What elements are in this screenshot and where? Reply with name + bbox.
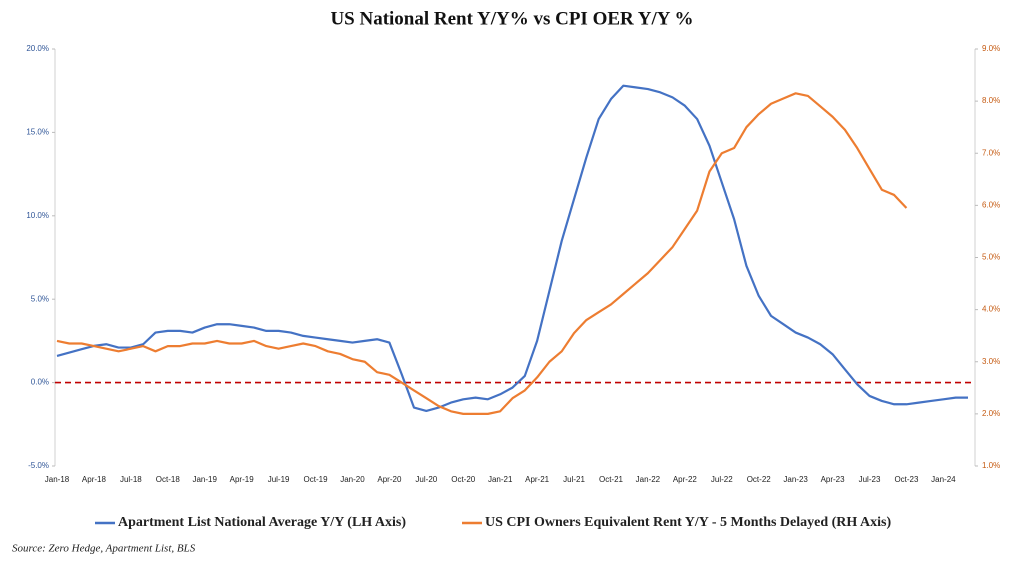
x-tick-label: Apr-22 [673,475,698,484]
series-line [56,84,968,413]
y2-tick-label: 5.0% [982,253,1000,262]
y-tick-label: -5.0% [28,461,49,470]
x-tick-label: Jul-22 [711,475,733,484]
x-tick-label: Oct-23 [894,475,919,484]
x-tick-label: Jan-24 [931,475,956,484]
y2-tick-label: 4.0% [982,305,1000,314]
y-tick-label: 15.0% [26,128,49,137]
x-tick-label: Jan-20 [340,475,365,484]
x-tick-label: Jul-23 [859,475,881,484]
x-tick-label: Jul-20 [415,475,437,484]
x-tick-label: Jul-19 [268,475,290,484]
y2-tick-label: 7.0% [982,148,1000,157]
y2-tick-label: 8.0% [982,96,1000,105]
x-tick-label: Jan-18 [45,475,70,484]
y-tick-label: 20.0% [26,44,49,53]
x-tick-label: Jan-19 [192,475,217,484]
x-tick-label: Jan-22 [636,475,661,484]
x-tick-label: Apr-18 [82,475,107,484]
x-tick-label: Jul-18 [120,475,142,484]
legend-label: Apartment List National Average Y/Y (LH … [118,515,406,530]
x-tick-label: Apr-21 [525,475,550,484]
x-tick-label: Apr-23 [821,475,846,484]
series-line [56,92,908,415]
x-tick-label: Oct-20 [451,475,476,484]
x-tick-label: Jul-21 [563,475,585,484]
x-tick-label: Apr-20 [377,475,402,484]
x-tick-label: Apr-19 [230,475,255,484]
x-tick-label: Jan-23 [783,475,808,484]
source-note: Source: Zero Hedge, Apartment List, BLS [12,543,196,555]
y-tick-label: 10.0% [26,211,49,220]
x-tick-label: Oct-18 [156,475,181,484]
x-tick-label: Oct-19 [304,475,329,484]
y2-tick-label: 1.0% [982,461,1000,470]
legend-label: US CPI Owners Equivalent Rent Y/Y - 5 Mo… [485,515,891,530]
x-tick-label: Oct-21 [599,475,624,484]
x-tick-label: Oct-22 [747,475,772,484]
chart-title: US National Rent Y/Y% vs CPI OER Y/Y % [330,8,693,29]
y2-tick-label: 6.0% [982,200,1000,209]
y2-tick-label: 9.0% [982,44,1000,53]
y-tick-label: 0.0% [31,378,49,387]
y-tick-label: 5.0% [31,294,49,303]
y2-tick-label: 3.0% [982,357,1000,366]
x-tick-label: Jan-21 [488,475,513,484]
y2-tick-label: 2.0% [982,409,1000,418]
